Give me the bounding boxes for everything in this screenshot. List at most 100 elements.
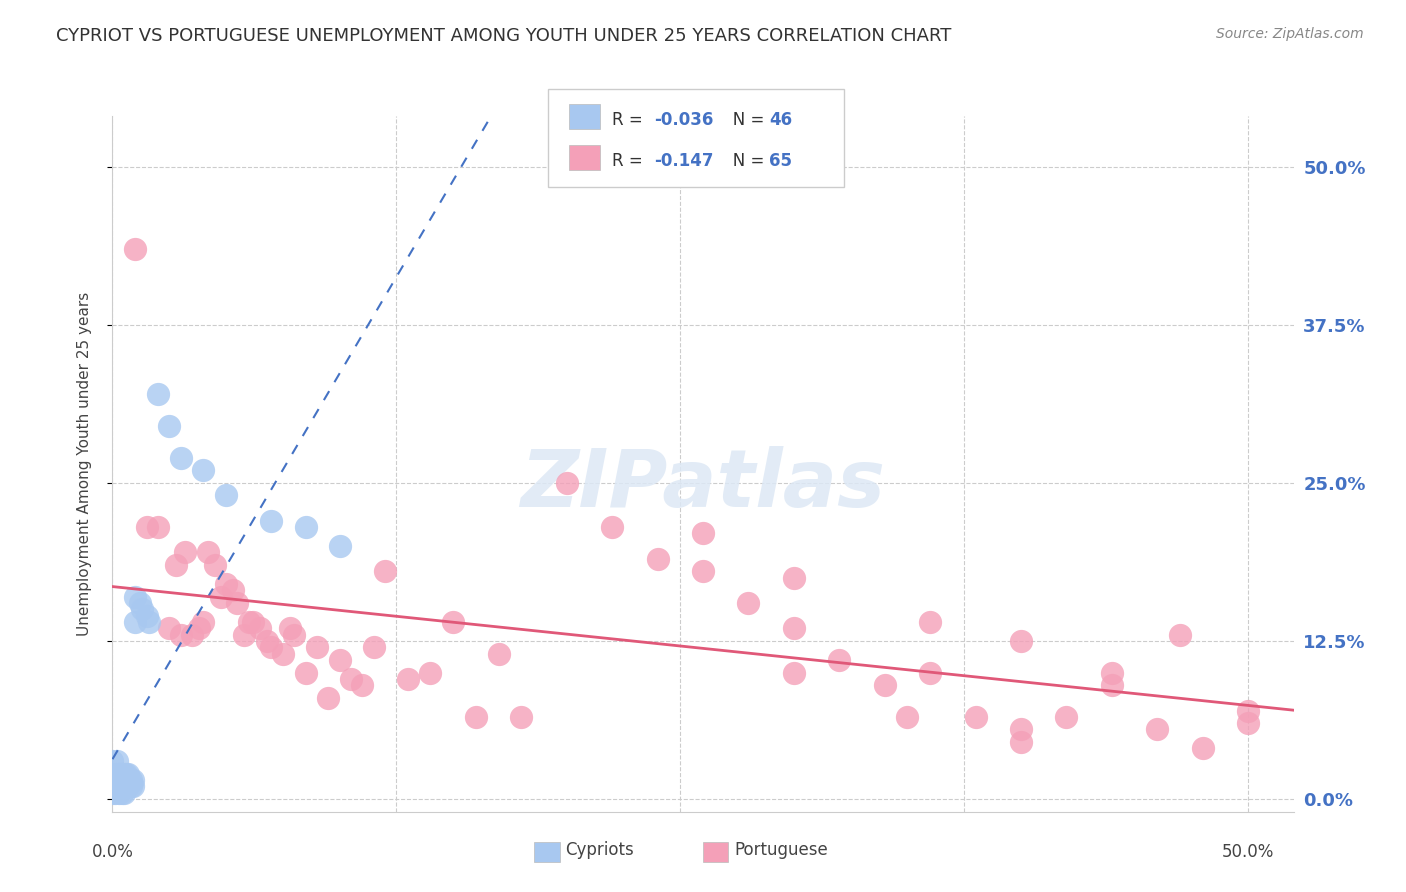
- Point: [278, 621, 301, 635]
- Point: [110, 780, 132, 794]
- Point: [737, 596, 759, 610]
- Point: [112, 766, 135, 780]
- Text: R =: R =: [612, 112, 648, 129]
- Point: [101, 754, 124, 768]
- Point: [110, 786, 132, 800]
- Point: [1237, 704, 1260, 718]
- Point: [108, 766, 131, 780]
- Point: [294, 665, 316, 680]
- Point: [101, 780, 124, 794]
- Point: [873, 678, 896, 692]
- Point: [105, 766, 128, 780]
- Point: [271, 647, 294, 661]
- Point: [329, 539, 352, 553]
- Point: [238, 615, 260, 629]
- Point: [204, 558, 226, 572]
- Point: [146, 387, 169, 401]
- Text: -0.147: -0.147: [654, 153, 713, 170]
- Point: [101, 766, 124, 780]
- Point: [115, 773, 138, 788]
- Point: [510, 710, 533, 724]
- Point: [169, 450, 191, 465]
- Point: [117, 780, 139, 794]
- Point: [104, 766, 127, 780]
- Text: Source: ZipAtlas.com: Source: ZipAtlas.com: [1216, 27, 1364, 41]
- Point: [117, 773, 139, 788]
- Point: [1101, 665, 1123, 680]
- Point: [105, 754, 128, 768]
- Point: [124, 615, 146, 629]
- Point: [1237, 716, 1260, 731]
- Point: [783, 665, 806, 680]
- Text: R =: R =: [612, 153, 648, 170]
- Point: [169, 627, 191, 641]
- Point: [1010, 723, 1032, 737]
- Point: [352, 678, 374, 692]
- Text: 50.0%: 50.0%: [1222, 843, 1274, 862]
- Point: [135, 520, 157, 534]
- Point: [215, 577, 238, 591]
- Point: [316, 690, 339, 705]
- Point: [115, 780, 138, 794]
- Point: [305, 640, 328, 655]
- Point: [101, 786, 124, 800]
- Point: [1054, 710, 1077, 724]
- Point: [488, 647, 510, 661]
- Point: [896, 710, 918, 724]
- Point: [260, 640, 283, 655]
- Point: [112, 786, 135, 800]
- Text: 46: 46: [769, 112, 792, 129]
- Point: [260, 514, 283, 528]
- Point: [419, 665, 441, 680]
- Point: [197, 545, 219, 559]
- Point: [124, 590, 146, 604]
- Point: [828, 653, 851, 667]
- Point: [396, 672, 419, 686]
- Point: [783, 621, 806, 635]
- Point: [1010, 634, 1032, 648]
- Text: N =: N =: [717, 112, 769, 129]
- Point: [1191, 741, 1213, 756]
- Point: [120, 773, 142, 788]
- Point: [157, 418, 180, 433]
- Point: [1101, 678, 1123, 692]
- Text: 65: 65: [769, 153, 792, 170]
- Point: [1010, 735, 1032, 749]
- Point: [647, 551, 669, 566]
- Point: [692, 526, 714, 541]
- Text: CYPRIOT VS PORTUGUESE UNEMPLOYMENT AMONG YOUTH UNDER 25 YEARS CORRELATION CHART: CYPRIOT VS PORTUGUESE UNEMPLOYMENT AMONG…: [56, 27, 952, 45]
- Point: [135, 608, 157, 623]
- Point: [181, 627, 204, 641]
- Point: [222, 583, 245, 598]
- Point: [120, 780, 142, 794]
- Text: N =: N =: [717, 153, 769, 170]
- Point: [1146, 723, 1168, 737]
- Point: [920, 615, 942, 629]
- Point: [374, 565, 396, 579]
- Point: [131, 602, 153, 616]
- Point: [110, 773, 132, 788]
- Point: [215, 488, 238, 502]
- Point: [112, 780, 135, 794]
- Point: [242, 615, 264, 629]
- Text: Portuguese: Portuguese: [734, 841, 828, 859]
- Point: [226, 596, 249, 610]
- Y-axis label: Unemployment Among Youth under 25 years: Unemployment Among Youth under 25 years: [77, 292, 91, 636]
- Text: Cypriots: Cypriots: [565, 841, 634, 859]
- Point: [157, 621, 180, 635]
- Point: [256, 634, 278, 648]
- Point: [104, 780, 127, 794]
- Point: [211, 590, 233, 604]
- Point: [174, 545, 197, 559]
- Point: [1168, 627, 1191, 641]
- Point: [112, 773, 135, 788]
- Point: [122, 780, 145, 794]
- Point: [115, 766, 138, 780]
- Point: [138, 615, 160, 629]
- Point: [294, 520, 316, 534]
- Point: [108, 786, 131, 800]
- Point: [128, 596, 150, 610]
- Point: [329, 653, 352, 667]
- Point: [193, 615, 215, 629]
- Point: [464, 710, 486, 724]
